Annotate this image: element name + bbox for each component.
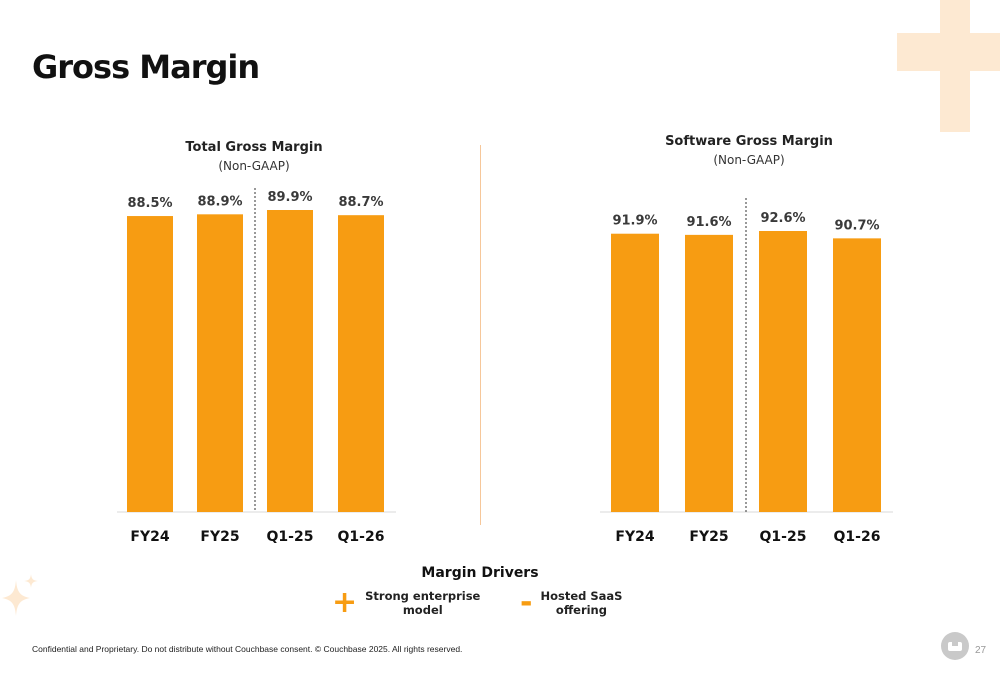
data-label: 91.9% xyxy=(612,214,657,229)
bar-fy25 xyxy=(685,234,733,512)
bar-fy24 xyxy=(127,216,173,512)
data-label: 88.7% xyxy=(338,195,383,210)
total-gross-margin-chart: Total Gross Margin (Non-GAAP) 88.5% FY24 88.… xyxy=(117,140,396,545)
bar-q1-26 xyxy=(833,238,881,512)
data-label: 92.6% xyxy=(760,211,805,226)
driver-label: Strong enterprise model xyxy=(365,589,481,617)
chart-title: Total Gross Margin xyxy=(185,140,322,155)
couchbase-logo xyxy=(941,632,969,660)
page-number: 27 xyxy=(975,645,987,656)
chart-divider xyxy=(480,145,481,525)
data-label: 90.7% xyxy=(834,218,879,233)
chart-title: Software Gross Margin xyxy=(665,134,833,149)
category-label: Q1-25 xyxy=(760,529,807,545)
data-label: 88.9% xyxy=(197,194,242,209)
software-gross-margin-chart: Software Gross Margin (Non-GAAP) 91.9% FY24… xyxy=(600,134,893,545)
bar-fy25 xyxy=(197,214,243,512)
data-label: 89.9% xyxy=(267,190,312,205)
decorative-sparkle-icon xyxy=(2,574,38,616)
category-label: Q1-26 xyxy=(834,529,881,545)
data-label: 91.6% xyxy=(686,215,731,230)
chart-subtitle: (Non-GAAP) xyxy=(713,153,784,167)
chart-subtitle: (Non-GAAP) xyxy=(218,159,289,173)
category-label: FY24 xyxy=(615,529,654,545)
driver-strong-enterprise: + Strong enterprise model xyxy=(332,588,480,618)
category-label: Q1-26 xyxy=(338,529,385,545)
category-label: FY24 xyxy=(130,529,169,545)
category-label: Q1-25 xyxy=(267,529,314,545)
decorative-plus-icon xyxy=(897,0,1000,132)
category-label: FY25 xyxy=(689,529,728,545)
bar-q1-25 xyxy=(759,231,807,512)
minus-icon: - xyxy=(520,585,533,620)
footer-confidential: Confidential and Proprietary. Do not dis… xyxy=(32,644,463,654)
bar-q1-25 xyxy=(267,210,313,512)
bar-q1-26 xyxy=(338,215,384,512)
bar-fy24 xyxy=(611,233,659,513)
plus-icon: + xyxy=(332,585,358,620)
category-label: FY25 xyxy=(200,529,239,545)
driver-label: Hosted SaaS offering xyxy=(540,589,623,617)
page-title: Gross Margin xyxy=(32,48,260,86)
margin-drivers-title: Margin Drivers xyxy=(421,565,539,581)
driver-hosted-saas: - Hosted SaaS offering xyxy=(520,588,622,618)
data-label: 88.5% xyxy=(127,196,172,211)
